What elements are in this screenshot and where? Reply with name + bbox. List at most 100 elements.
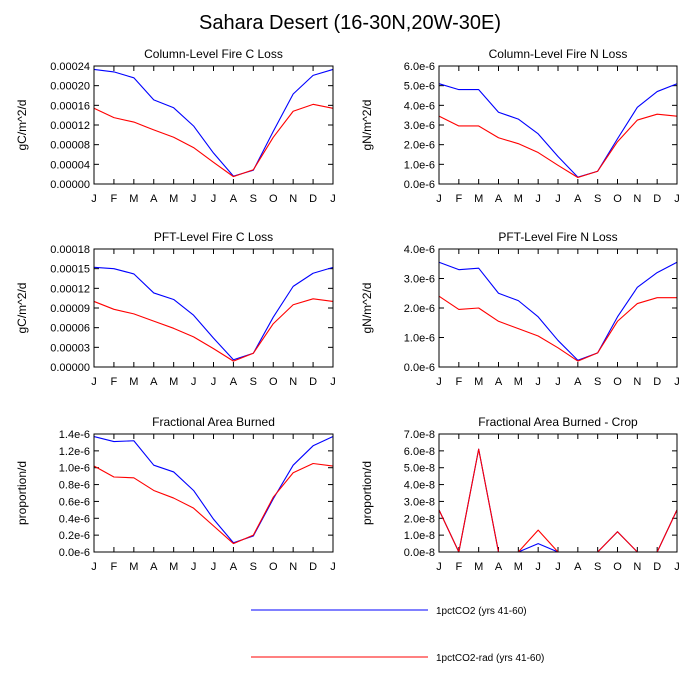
- x-tick-label: J: [191, 376, 197, 388]
- y-axis-label: gC/m^2/d: [15, 100, 29, 151]
- panel-title: PFT-Level Fire C Loss: [154, 230, 273, 244]
- x-tick-label: O: [613, 193, 622, 205]
- panel-title: Column-Level Fire N Loss: [489, 47, 628, 61]
- y-tick-label: 0.8e-6: [59, 480, 90, 492]
- x-tick-label: S: [594, 561, 601, 573]
- series-line-2: [93, 298, 334, 362]
- x-tick-label: J: [436, 376, 442, 388]
- panel-title: PFT-Level Fire N Loss: [498, 230, 617, 244]
- x-tick-label: N: [633, 193, 641, 205]
- x-tick-label: J: [211, 193, 217, 205]
- y-tick-label: 0.4e-6: [59, 513, 90, 525]
- x-tick-label: J: [535, 376, 541, 388]
- x-tick-label: S: [250, 561, 257, 573]
- x-tick-label: O: [269, 193, 278, 205]
- x-tick-label: J: [91, 561, 97, 573]
- x-tick-label: A: [230, 376, 238, 388]
- x-tick-label: S: [250, 193, 257, 205]
- x-tick-label: D: [653, 376, 661, 388]
- y-tick-label: 0.00006: [50, 323, 90, 335]
- x-tick-label: J: [191, 561, 197, 573]
- y-axis-label: gN/m^2/d: [360, 100, 374, 151]
- y-tick-label: 0.6e-6: [59, 496, 90, 508]
- y-tick-label: 0.00003: [50, 342, 90, 354]
- x-tick-label: F: [455, 561, 462, 573]
- figure-title: Sahara Desert (16-30N,20W-30E): [199, 12, 501, 34]
- x-tick-label: M: [514, 376, 523, 388]
- plot-frame: [438, 65, 678, 185]
- x-tick-label: M: [474, 376, 483, 388]
- y-tick-label: 5.0e-6: [404, 81, 435, 93]
- x-tick-label: A: [150, 376, 158, 388]
- x-tick-label: F: [455, 376, 462, 388]
- y-tick-label: 0.00009: [50, 303, 90, 315]
- y-tick-label: 0.00004: [50, 159, 90, 171]
- x-tick-label: A: [574, 561, 582, 573]
- x-tick-label: D: [309, 376, 317, 388]
- y-axis-label: proportion/d: [15, 461, 29, 525]
- panel-3: PFT-Level Fire C Loss gC/m^2/d 0.00000 0.00…: [15, 230, 336, 388]
- y-tick-label: 2.0e-6: [404, 140, 435, 152]
- x-tick-label: J: [535, 193, 541, 205]
- x-tick-label: O: [269, 376, 278, 388]
- plot-frame: [93, 65, 334, 185]
- panel-title: Fractional Area Burned - Crop: [478, 415, 638, 429]
- x-tick-label: J: [555, 376, 561, 388]
- x-tick-label: J: [330, 193, 336, 205]
- x-tick-label: J: [535, 561, 541, 573]
- y-tick-label: 0.00000: [50, 179, 90, 191]
- x-tick-label: J: [555, 193, 561, 205]
- x-tick-label: M: [169, 376, 178, 388]
- x-tick-label: S: [594, 193, 601, 205]
- y-tick-label: 1.0e-6: [59, 463, 90, 475]
- panel-1: Column-Level Fire C Loss gC/m^2/d 0.00000 0…: [15, 47, 336, 205]
- x-tick-label: O: [613, 376, 622, 388]
- x-tick-label: J: [91, 376, 97, 388]
- x-tick-label: J: [211, 561, 217, 573]
- panel-title: Column-Level Fire C Loss: [144, 47, 283, 61]
- series-line-1: [93, 435, 334, 544]
- x-tick-label: A: [574, 193, 582, 205]
- x-tick-label: J: [191, 193, 197, 205]
- x-tick-label: N: [289, 193, 297, 205]
- x-tick-label: J: [91, 193, 97, 205]
- x-tick-label: A: [495, 193, 503, 205]
- plot-frame: [438, 433, 678, 553]
- x-tick-label: M: [129, 376, 138, 388]
- y-tick-label: 3.0e-6: [404, 120, 435, 132]
- series-line-2: [93, 103, 334, 178]
- x-tick-label: M: [129, 193, 138, 205]
- x-tick-label: A: [150, 561, 158, 573]
- series-line-1: [93, 68, 334, 177]
- y-tick-label: 0.0e-6: [404, 179, 435, 191]
- x-tick-label: J: [555, 561, 561, 573]
- y-tick-label: 0.00012: [50, 120, 90, 132]
- x-tick-label: M: [129, 561, 138, 573]
- series-line-1: [438, 83, 678, 178]
- x-tick-label: J: [330, 561, 336, 573]
- series-line-2: [438, 448, 678, 553]
- panel-6: Fractional Area Burned - Crop proportion/…: [360, 415, 680, 573]
- x-tick-label: F: [111, 561, 118, 573]
- x-tick-label: D: [653, 561, 661, 573]
- x-tick-label: M: [474, 193, 483, 205]
- x-tick-label: F: [111, 193, 118, 205]
- x-tick-label: J: [330, 376, 336, 388]
- y-tick-label: 1.2e-6: [59, 446, 90, 458]
- y-tick-label: 0.0e-8: [404, 547, 435, 559]
- x-tick-label: M: [474, 561, 483, 573]
- y-tick-label: 1.0e-6: [404, 333, 435, 345]
- y-tick-label: 1.0e-6: [404, 159, 435, 171]
- plot-frame: [93, 433, 334, 553]
- y-tick-label: 0.00020: [50, 81, 90, 93]
- x-tick-label: A: [150, 193, 158, 205]
- x-tick-label: S: [250, 376, 257, 388]
- y-tick-label: 4.0e-6: [404, 244, 435, 256]
- y-tick-label: 0.0e-6: [59, 547, 90, 559]
- x-tick-label: A: [574, 376, 582, 388]
- x-tick-label: J: [436, 561, 442, 573]
- x-tick-label: O: [269, 561, 278, 573]
- x-tick-label: D: [653, 193, 661, 205]
- panel-2: Column-Level Fire N Loss gN/m^2/d 0.0e-6 1.…: [360, 47, 680, 205]
